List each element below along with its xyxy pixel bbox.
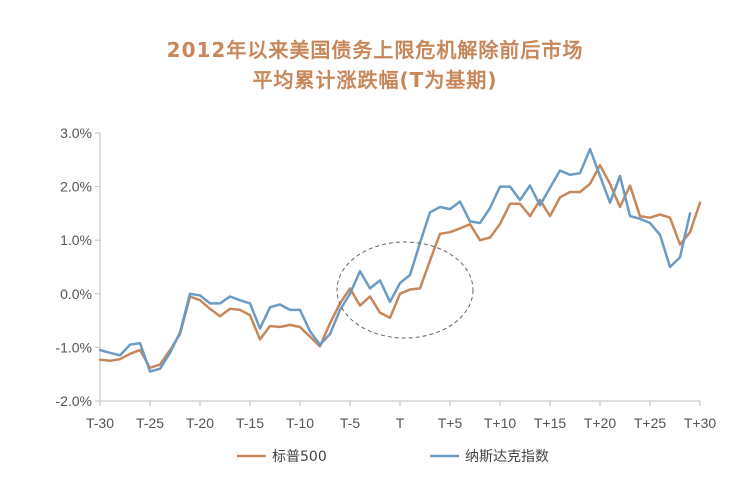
x-tick-label: T-20 xyxy=(186,415,214,431)
legend-label-sp500: 标普500 xyxy=(272,449,327,465)
y-tick-label: -2.0% xyxy=(55,393,92,409)
series-line-sp500 xyxy=(98,163,702,370)
chart-title-line-1: 2012年以来美国债务上限危机解除前后市场 xyxy=(166,38,584,62)
legend: 标普500 纳斯达克指数 xyxy=(237,449,549,465)
y-tick-label: 3.0% xyxy=(60,125,92,141)
x-tick-label: T xyxy=(396,415,405,431)
highlight-ellipse xyxy=(336,241,474,339)
x-tick-label: T+20 xyxy=(584,415,617,431)
y-axis-ticks: 3.0% 2.0% 1.0% 0.0% -1.0% -2.0% xyxy=(55,125,100,409)
x-tick-label: T-25 xyxy=(136,415,164,431)
x-tick-label: T-5 xyxy=(340,415,360,431)
y-tick-label: 2.0% xyxy=(60,179,92,195)
y-tick-label: 1.0% xyxy=(60,232,92,248)
x-tick-label: T+25 xyxy=(634,415,667,431)
series-line-nasdaq xyxy=(98,147,692,373)
x-tick-label: T-15 xyxy=(236,415,264,431)
x-axis-ticks: T-30 T-25 T-20 T-15 T-10 T-5 T T+5 T+10 T+15 T+20 T… xyxy=(86,401,716,431)
x-tick-label: T-30 xyxy=(86,415,114,431)
series-lines xyxy=(98,147,702,373)
x-tick-label: T-10 xyxy=(286,415,314,431)
legend-label-nasdaq: 纳斯达克指数 xyxy=(465,449,549,465)
x-tick-label: T+5 xyxy=(438,415,463,431)
axes xyxy=(99,133,700,402)
chart-title-line-2: 平均累计涨跌幅(T为基期) xyxy=(252,68,498,92)
x-tick-label: T+30 xyxy=(684,415,717,431)
y-tick-label: 0.0% xyxy=(60,286,92,302)
x-tick-label: T+15 xyxy=(534,415,567,431)
x-tick-label: T+10 xyxy=(484,415,517,431)
y-tick-label: -1.0% xyxy=(55,339,92,355)
